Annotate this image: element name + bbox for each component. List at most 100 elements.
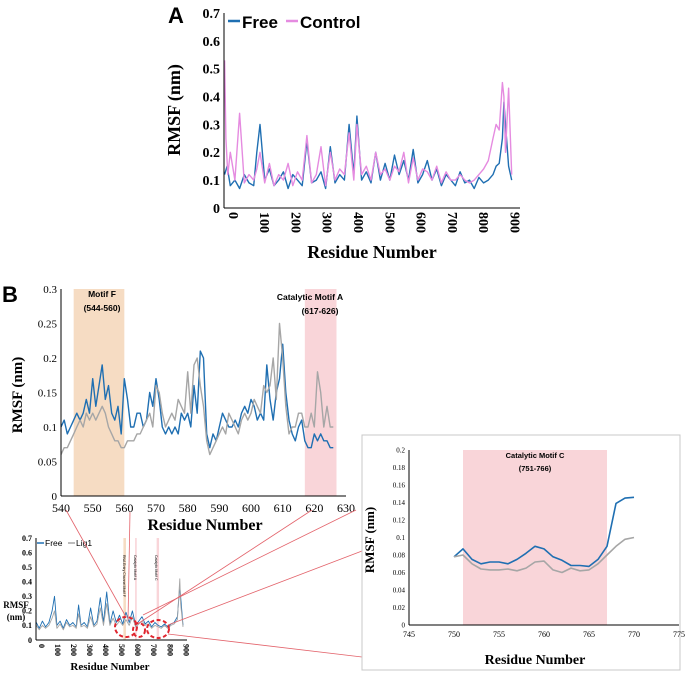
pa-ytick-label: 0.3 — [203, 118, 221, 133]
pi-xtick-label: 700 — [149, 644, 158, 656]
pb-xtick-label: 600 — [242, 501, 260, 515]
pa-ytick-label: 0.1 — [203, 174, 221, 189]
pb-ytick-label: 0 — [52, 491, 58, 503]
pr-xtick-label: 775 — [673, 630, 685, 639]
pr-xtick-label: 745 — [403, 630, 415, 639]
pb-region-0 — [73, 289, 125, 496]
pr-region-0 — [463, 450, 607, 625]
inset-x-label: Residue Number — [70, 661, 149, 673]
pa-ytick-label: 0 — [213, 202, 220, 217]
pr-ytick-label: 0.02 — [393, 604, 406, 612]
pr-ytick-label: 0.08 — [393, 551, 406, 559]
pb-ytick-label: 0.3 — [43, 284, 57, 296]
pa-xtick-label: 700 — [444, 212, 459, 233]
pi-xtick-label: 600 — [133, 644, 142, 656]
pr-ytick-label: 0.18 — [393, 464, 406, 472]
inset-region-label-motif-a: Catalytic Motif A — [133, 555, 137, 581]
pa-xtick-label: 900 — [506, 212, 521, 233]
pa-ytick-label: 0.7 — [203, 7, 221, 22]
pb-ytick-label: 0.25 — [38, 318, 58, 330]
pi-xtick-label: 0 — [37, 644, 46, 648]
pa-series-control-line — [223, 60, 513, 187]
pi-ytick-label: 0.2 — [22, 607, 32, 616]
panel-b-right-chart: Catalytic Motif C (751-766) 0 0.02 0.04 0.0… — [361, 434, 685, 671]
pr-ytick-label: 0.04 — [393, 586, 406, 594]
inset-y-label-1: RMSF — [3, 600, 29, 610]
connector-motif-f-top — [65, 509, 127, 618]
zoom-connectors — [65, 509, 363, 658]
motif-c-range: (751-766) — [519, 464, 552, 473]
pb-ytick-label: 0.05 — [38, 456, 58, 468]
pa-xtick-label: 300 — [319, 212, 334, 233]
pa-xtick-label: 500 — [381, 212, 396, 233]
pb-ytick-label: 0.2 — [43, 353, 57, 365]
motif-f-range: (544-560) — [84, 303, 121, 313]
pb-ytick-label: 0.1 — [43, 422, 57, 434]
pa-ytick-label: 0.4 — [203, 90, 221, 105]
pr-ytick-label: 0.2 — [396, 446, 405, 454]
pi-ytick-label: 0.4 — [22, 578, 32, 587]
pi-ytick-label: 0 — [28, 636, 32, 645]
pi-region-0 — [123, 538, 126, 640]
pb-ytick-label: 0.15 — [38, 387, 58, 399]
pi-ytick-label: 0.6 — [22, 548, 32, 557]
inset-legend-free-label: Free — [45, 538, 63, 548]
connector-motif-a-right — [142, 509, 357, 616]
pi-xtick-label: 200 — [69, 644, 78, 656]
pi-xtick-label: 500 — [117, 644, 126, 656]
pr-xtick-label: 765 — [583, 630, 595, 639]
pr-ytick-label: 0.1 — [396, 534, 405, 542]
pr-series-free-line — [453, 496, 635, 568]
motif-f-label: Motif F — [88, 289, 116, 299]
pa-xtick-label: 100 — [256, 212, 271, 233]
pi-ytick-label: 0.1 — [22, 621, 32, 630]
pi-ytick-label: 0.7 — [22, 534, 32, 543]
panel-b-main-chart: Motif F (544-560) Catalytic Motif A (617… — [10, 284, 355, 534]
highlight-circle-motif-a — [132, 622, 146, 638]
pb-xtick-label: 610 — [274, 501, 292, 515]
pr-ytick-label: 0.14 — [393, 499, 406, 507]
pr-xtick-label: 770 — [628, 630, 640, 639]
pb-xtick-label: 550 — [84, 501, 102, 515]
right-y-label: RMSF (nm) — [362, 507, 377, 573]
pb-series-free-line — [60, 343, 334, 449]
highlight-circle-motif-c — [146, 619, 170, 639]
pr-xtick-label: 755 — [493, 630, 505, 639]
pr-ytick-label: 0 — [402, 621, 406, 629]
connector-motif-a — [138, 509, 313, 624]
pr-ytick-label: 0.12 — [393, 516, 406, 524]
pi-xtick-label: 800 — [165, 644, 174, 656]
inset-highlight-circles — [114, 616, 170, 639]
pi-xtick-label: 400 — [101, 644, 110, 656]
inset-y-label-2: (nm) — [7, 612, 26, 622]
inset-legend: Free Lig1 — [37, 538, 92, 548]
pa-ytick-label: 0.6 — [203, 35, 221, 50]
pb-series-lig1-line — [60, 322, 334, 456]
pr-series-lig1-line — [453, 536, 635, 574]
panel-a-legend: Free Control — [228, 13, 360, 32]
pi-series-lig1-line — [35, 578, 184, 631]
panel-a-chart: 0 0.1 0.2 0.3 0.4 0.5 0.6 0.7 0 100 200 300 400 500 6… — [164, 7, 521, 262]
motif-a-range: (617-626) — [302, 306, 339, 316]
pb-xtick-label: 630 — [337, 501, 355, 515]
pr-xtick-label: 750 — [448, 630, 460, 639]
panel-a-y-label: RMSF (nm) — [164, 64, 185, 156]
pi-region-1 — [135, 538, 137, 640]
pi-ytick-label: 0.3 — [22, 592, 32, 601]
pr-xtick-label: 760 — [538, 630, 550, 639]
motif-c-label: Catalytic Motif C — [506, 451, 565, 460]
pb-xtick-label: 570 — [147, 501, 165, 515]
pb-xtick-label: 580 — [179, 501, 197, 515]
legend-control-label: Control — [300, 13, 360, 32]
pr-ytick-label: 0.16 — [393, 481, 406, 489]
panel-label-a: A — [168, 3, 184, 28]
connector-motif-c-bottom — [167, 633, 363, 658]
legend-free-label: Free — [242, 13, 278, 32]
pi-xtick-label: 100 — [53, 644, 62, 656]
pa-xtick-label: 400 — [350, 212, 365, 233]
panel-b-y-label: RMSF (nm) — [10, 357, 26, 434]
pb-xtick-label: 590 — [210, 501, 228, 515]
pa-ytick-label: 0.5 — [203, 63, 221, 78]
pb-xtick-label: 540 — [52, 501, 70, 515]
